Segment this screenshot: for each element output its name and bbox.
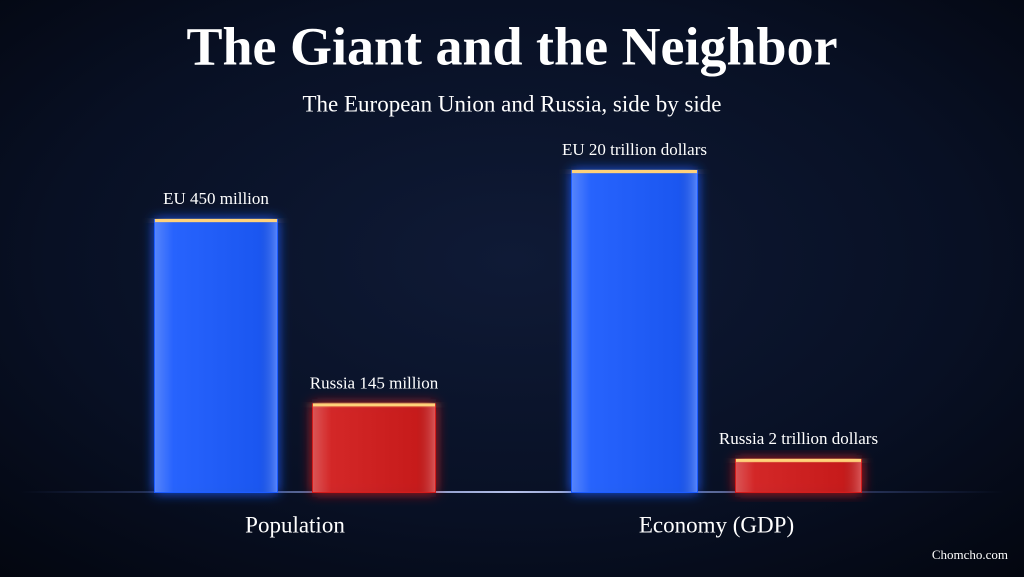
group-label: Population bbox=[245, 512, 345, 537]
bar-sheen bbox=[572, 171, 697, 492]
bar-highlight bbox=[155, 219, 277, 222]
value-label: Russia 2 trillion dollars bbox=[719, 429, 878, 448]
bar-highlight bbox=[736, 458, 861, 462]
baseline bbox=[20, 491, 1004, 493]
credit: Chomcho.com bbox=[932, 547, 1008, 562]
bar-highlight bbox=[313, 403, 435, 407]
bar-highlight bbox=[572, 170, 697, 173]
value-label: Russia 145 million bbox=[310, 373, 439, 392]
subtitle: The European Union and Russia, side by s… bbox=[302, 91, 721, 116]
value-label: EU 20 trillion dollars bbox=[562, 140, 707, 159]
value-label: EU 450 million bbox=[163, 189, 269, 208]
title: The Giant and the Neighbor bbox=[186, 16, 837, 76]
bar-sheen bbox=[313, 404, 435, 492]
group-label: Economy (GDP) bbox=[639, 512, 794, 537]
bar-sheen bbox=[155, 220, 277, 492]
bar-sheen bbox=[736, 459, 861, 492]
